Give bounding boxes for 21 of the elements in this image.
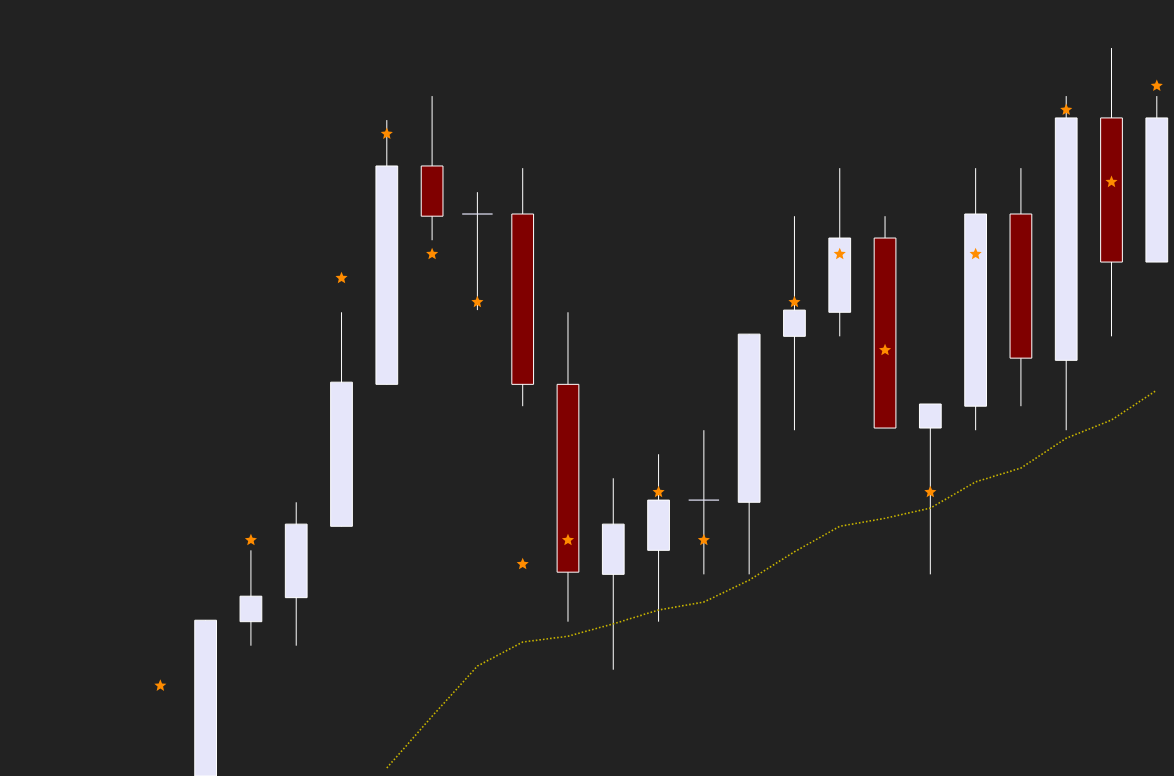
point: [833, 247, 846, 260]
candlestick: [239, 549, 263, 647]
point: [878, 343, 892, 356]
candlestick: [918, 403, 942, 575]
point: [788, 295, 801, 308]
point: [1105, 175, 1118, 188]
point: [335, 271, 348, 284]
point: [380, 127, 393, 140]
point: [924, 485, 937, 498]
point: [471, 295, 484, 308]
point: [244, 533, 257, 546]
point: [154, 679, 167, 691]
point: [561, 533, 575, 546]
point: [1150, 79, 1163, 92]
candlestick: [783, 215, 806, 431]
point: [697, 533, 710, 546]
point: [969, 247, 982, 260]
point: [652, 485, 665, 498]
point: [426, 247, 439, 260]
point: [1060, 103, 1073, 116]
point: [516, 557, 529, 570]
